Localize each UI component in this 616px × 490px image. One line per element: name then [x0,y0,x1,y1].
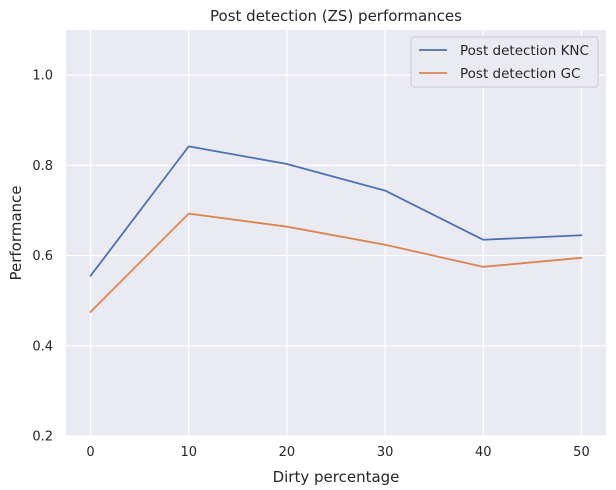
series-line-1 [89,145,583,277]
legend-label: Post detection GC [460,66,580,82]
chart-title: Post detection (ZS) performances [210,7,462,25]
legend-box [410,36,599,88]
x-axis-label: Dirty percentage [273,468,400,486]
x-tick-label: 40 [475,445,492,460]
x-tick-label: 0 [86,445,94,460]
grid-lines [66,30,606,437]
x-tick-label: 50 [573,445,590,460]
y-tick-label: 0.4 [32,339,53,354]
y-tick-label: 1.0 [32,69,53,84]
y-axis-label: Performance [7,185,25,280]
plot-area [66,30,606,436]
y-tick-label: 0.8 [32,159,53,174]
series-line-2 [89,212,583,313]
y-axis-ticks: 0.2 0.4 0.6 0.8 1.0 [32,69,53,445]
y-tick-label: 0.6 [32,249,53,264]
x-tick-label: 30 [377,445,394,460]
legend-label: Post detection KNC [460,43,589,59]
legend: Post detection KNC Post detection GC [410,36,599,88]
x-axis-ticks: 0 10 20 30 40 50 [86,445,589,460]
series-lines [89,145,583,313]
x-tick-label: 20 [279,445,296,460]
x-tick-label: 10 [180,445,197,460]
y-tick-label: 0.2 [32,430,53,445]
